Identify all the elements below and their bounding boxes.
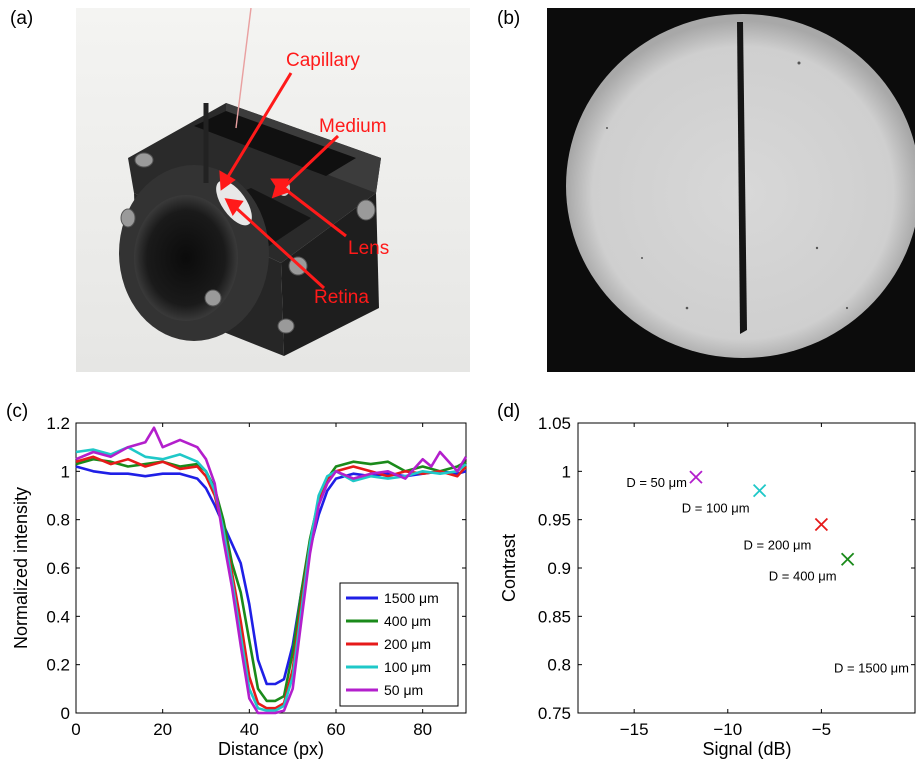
chart-c-xtick-label: 40 [240,720,259,739]
chart-c-xtick-label: 20 [153,720,172,739]
chart-c-series-100 [75,445,467,712]
chart-c-series-200 [75,455,467,710]
panel-label-b: (b) [497,8,521,29]
chart-d-point-label: D = 50 μm [626,475,687,490]
chart-c-ytick-label: 1.2 [46,414,70,433]
chart-d-point-50 [689,470,703,484]
chart-d-point-label: D = 400 μm [769,568,837,583]
chart-d-ytick-label: 0.75 [538,704,571,723]
chart-c-ytick-label: 0.4 [46,607,70,626]
chart-c-ytick-label: 1 [61,462,70,481]
chart-d-ytick-label: 1.05 [538,414,571,433]
chart-d-ylabel: Contrast [499,534,519,602]
photo-b [547,8,915,372]
chart-c-legend-label: 1500 μm [384,590,439,606]
chart-c-ytick-label: 0.2 [46,656,70,675]
label-retina: Retina [314,287,369,308]
chart-d-xtick-label: −10 [713,720,742,739]
chart-c: 0 0.2 0.4 0.6 0.8 1 1.2 0 20 40 60 80 Distance (px… [11,414,468,759]
annotation-arrows [219,72,347,290]
chart-d-xlabel: Signal (dB) [702,739,791,759]
chart-d-ytick-label: 0.9 [547,559,571,578]
panel-label-a: (a) [10,8,34,29]
chart-d-point-100 [752,484,767,498]
chart-d-frame [577,422,916,714]
chart-d-ytick-label: 0.85 [538,607,571,626]
chart-c-legend-label: 50 μm [384,682,423,698]
chart-c-legend-label: 100 μm [384,659,431,675]
chart-c-xtick-label: 80 [413,720,432,739]
chart-d-point-label: D = 1500 μm [834,660,909,675]
chart-c-legend-label: 200 μm [384,636,431,652]
holder-bore [134,195,238,321]
photo-a: Capillary Medium Lens Retina [76,8,470,372]
label-lens: Lens [348,238,389,259]
chart-c-ytick-label: 0 [61,704,70,723]
chart-c-xtick-label: 0 [71,720,80,739]
chart-c-legend: 1500 μm 400 μm 200 μm 100 μm 50 μm [339,582,459,707]
chart-d-xtick-label: −15 [620,720,649,739]
chart-d: 0.75 0.8 0.85 0.9 0.95 1 1.05 −15 −10 −5 D = 50 … [499,414,916,759]
chart-d-ytick-label: 0.95 [538,511,571,530]
chart-d-ytick-label: 0.8 [547,656,571,675]
chart-c-xlabel: Distance (px) [218,739,324,759]
chart-c-ylabel: Normalized intensity [11,487,31,649]
capillary-tube [235,8,252,129]
chart-d-point-400 [840,552,855,566]
chart-c-ytick-label: 0.8 [46,511,70,530]
speckles [606,61,849,310]
chart-d-point-200 [814,517,829,532]
chart-c-ytick-label: 0.6 [46,559,70,578]
chart-c-xtick-label: 60 [327,720,346,739]
chart-d-point-label: D = 100 μm [682,501,750,516]
chart-c-legend-label: 400 μm [384,613,431,629]
capillary-shadow [737,22,747,334]
panel-label-d: (d) [497,401,521,422]
chart-d-point-label: D = 200 μm [744,538,812,553]
label-medium: Medium [319,116,387,137]
chart-c-series-50 [75,426,468,715]
label-capillary: Capillary [286,50,360,71]
panel-label-c: (c) [6,401,29,422]
chart-d-ytick-label: 1 [562,462,571,481]
screws [120,152,376,334]
chart-d-xtick-label: −5 [812,720,831,739]
